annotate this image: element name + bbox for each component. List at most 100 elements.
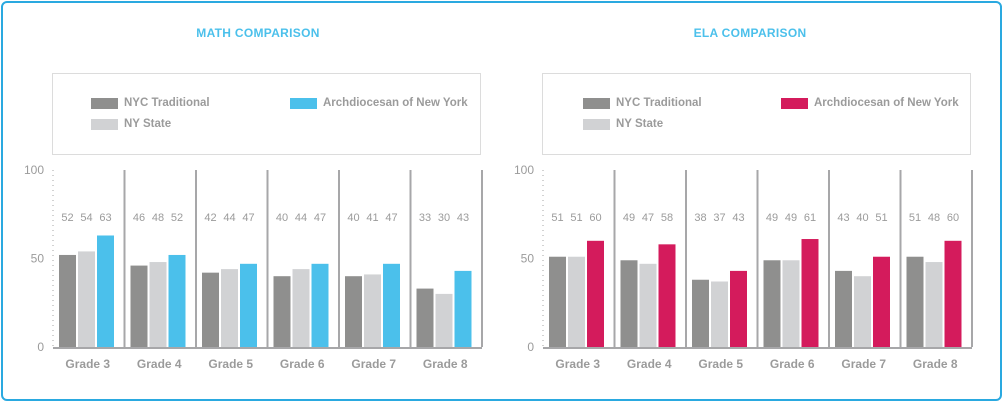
legend-swatch: [781, 97, 808, 109]
data-label: 51: [570, 212, 582, 224]
data-label: 51: [551, 212, 563, 224]
bar-grade-8-s0: [416, 288, 434, 347]
bar-grade-7-s0: [835, 270, 852, 347]
legend-label: NY State: [124, 118, 172, 130]
legend-swatch: [91, 118, 118, 130]
legend-item-nyc: NYC Traditional: [91, 97, 210, 109]
bar-grade-3-s2: [97, 235, 114, 347]
legend-swatch: [91, 97, 118, 109]
bar-grade-6-s2: [311, 263, 329, 347]
data-label: 58: [661, 212, 673, 224]
legend-item-state: NY State: [91, 118, 171, 130]
legend-label: Archdiocesan of New York: [814, 97, 959, 109]
legend-label: NYC Traditional: [616, 97, 702, 109]
bar-grade-8-s2: [944, 240, 962, 347]
outer-frame: [1, 1, 1002, 401]
bar-grade-5-s1: [711, 281, 728, 347]
data-label: 40: [347, 212, 359, 224]
bar-grade-7-s1: [854, 276, 871, 347]
data-label: 43: [457, 212, 469, 224]
bar-grade-6-s1: [782, 260, 800, 347]
data-label: 47: [314, 212, 326, 224]
data-label: 40: [276, 212, 288, 224]
data-label: 44: [295, 212, 307, 224]
y-tick-label: 100: [24, 163, 44, 177]
data-label: 47: [385, 212, 397, 224]
bar-grade-5-s1: [221, 269, 238, 347]
bar-grade-5-s0: [202, 272, 219, 347]
bar-grade-5-s0: [692, 279, 709, 347]
legend-item-arch: Archdiocesan of New York: [290, 97, 468, 109]
bar-grade-8-s1: [925, 262, 943, 347]
bar-grade-4-s2: [658, 244, 676, 347]
bar-grade-6-s2: [801, 239, 819, 347]
data-label: 30: [438, 212, 450, 224]
bar-grade-7-s1: [364, 274, 381, 347]
data-label: 60: [947, 212, 959, 224]
data-label: 63: [99, 212, 111, 224]
bar-grade-5-s2: [730, 270, 747, 347]
data-label: 49: [766, 212, 778, 224]
x-tick-label: Grade 5: [698, 357, 743, 371]
legend-label: Archdiocesan of New York: [323, 97, 468, 109]
data-label: 49: [785, 212, 797, 224]
ela-legend: NYC Traditional NY State Archdiocesan of…: [542, 73, 971, 155]
data-label: 52: [171, 212, 183, 224]
bar-grade-7-s2: [873, 256, 890, 347]
x-tick-label: Grade 7: [351, 357, 396, 371]
bar-grade-4-s1: [149, 262, 167, 347]
data-label: 40: [856, 212, 868, 224]
legend-item-arch: Archdiocesan of New York: [781, 97, 959, 109]
data-label: 43: [732, 212, 744, 224]
y-tick-label: 0: [37, 340, 44, 354]
legend-swatch: [290, 97, 317, 109]
y-tick-label: 100: [514, 163, 534, 177]
bar-grade-3-s2: [587, 240, 604, 347]
bar-grade-7-s2: [383, 263, 400, 347]
data-label: 48: [152, 212, 164, 224]
data-label: 41: [366, 212, 378, 224]
data-label: 49: [623, 212, 635, 224]
bar-grade-4-s0: [620, 260, 638, 347]
data-label: 42: [204, 212, 216, 224]
data-label: 52: [61, 212, 73, 224]
math-title: MATH COMPARISON: [196, 26, 320, 40]
x-tick-label: Grade 7: [841, 357, 886, 371]
data-label: 38: [694, 212, 706, 224]
x-tick-label: Grade 5: [208, 357, 253, 371]
bar-grade-6-s0: [273, 276, 291, 347]
bar-grade-6-s1: [292, 269, 310, 347]
data-label: 37: [713, 212, 725, 224]
data-label: 54: [80, 212, 92, 224]
data-label: 46: [133, 212, 145, 224]
x-tick-label: Grade 8: [423, 357, 468, 371]
y-tick-label: 50: [521, 252, 535, 266]
data-label: 51: [875, 212, 887, 224]
data-label: 43: [837, 212, 849, 224]
data-label: 44: [223, 212, 235, 224]
legend-item-nyc: NYC Traditional: [583, 97, 702, 109]
data-label: 61: [804, 212, 816, 224]
legend-label: NYC Traditional: [124, 97, 210, 109]
x-tick-label: Grade 4: [137, 357, 182, 371]
bar-grade-6-s0: [763, 260, 781, 347]
data-label: 47: [642, 212, 654, 224]
y-tick-label: 0: [527, 340, 534, 354]
bar-grade-8-s2: [454, 270, 472, 347]
x-tick-label: Grade 3: [65, 357, 110, 371]
x-tick-label: Grade 4: [627, 357, 672, 371]
legend-swatch: [583, 118, 610, 130]
ela-title: ELA COMPARISON: [693, 26, 807, 40]
y-tick-label: 50: [31, 252, 45, 266]
bar-grade-4-s0: [130, 265, 148, 347]
bar-grade-5-s2: [240, 263, 257, 347]
bar-grade-3-s0: [59, 254, 76, 347]
bar-grade-4-s1: [639, 263, 657, 347]
legend-item-state: NY State: [583, 118, 663, 130]
bar-grade-3-s1: [568, 256, 585, 347]
data-label: 51: [909, 212, 921, 224]
x-tick-label: Grade 3: [555, 357, 600, 371]
data-label: 48: [928, 212, 940, 224]
legend-label: NY State: [616, 118, 664, 130]
